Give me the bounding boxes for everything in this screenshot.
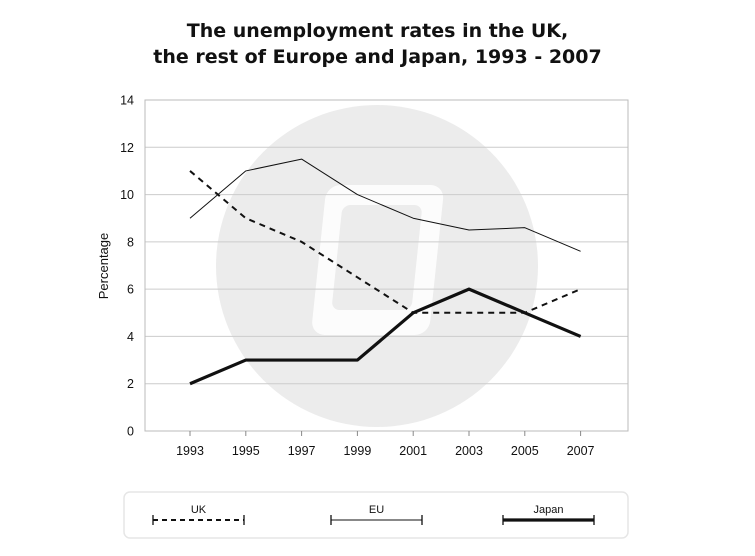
chart-title-line-2: the rest of Europe and Japan, 1993 - 200… <box>153 46 602 68</box>
x-tick-label: 1999 <box>343 444 371 458</box>
plot-frame <box>144 99 629 432</box>
y-tick-label: 6 <box>127 283 134 297</box>
watermark-logo <box>216 105 538 427</box>
y-tick-label: 10 <box>120 188 134 202</box>
watermark-document-inner <box>332 205 422 310</box>
y-tick-label: 4 <box>127 330 134 344</box>
x-tick-label: 1997 <box>288 444 316 458</box>
legend: UK EU Japan <box>123 491 629 539</box>
x-tick-label: 1993 <box>176 444 204 458</box>
y-axis-label: Percentage <box>96 233 111 300</box>
x-tick-label: 2001 <box>399 444 427 458</box>
legend-label-eu: EU <box>369 504 384 516</box>
y-tick-label: 0 <box>127 425 134 439</box>
x-tick-label: 2005 <box>511 444 539 458</box>
y-tick-label: 14 <box>120 94 134 108</box>
y-tick-label: 2 <box>127 377 134 391</box>
legend-label-uk: UK <box>191 504 207 516</box>
y-tick-label: 8 <box>127 235 134 249</box>
x-tick-label: 2007 <box>567 444 595 458</box>
chart-title: The unemployment rates in the UK, the re… <box>0 18 755 70</box>
series-line-eu <box>189 158 581 252</box>
x-tick-label: 1995 <box>232 444 260 458</box>
chart-title-line-1: The unemployment rates in the UK, <box>186 20 569 42</box>
series-line-uk <box>189 170 581 314</box>
y-tick-label: 12 <box>120 141 134 155</box>
y-axis-ticks: 0 2 4 6 8 10 12 14 <box>120 94 134 439</box>
series-line-japan <box>189 287 582 386</box>
series-layer <box>189 158 582 386</box>
gridlines <box>145 146 628 385</box>
x-axis-ticks: 1993 1995 1997 1999 2001 2003 2005 2007 <box>176 431 595 458</box>
legend-box <box>123 491 629 539</box>
legend-label-japan: Japan <box>534 504 564 516</box>
x-tick-label: 2003 <box>455 444 483 458</box>
